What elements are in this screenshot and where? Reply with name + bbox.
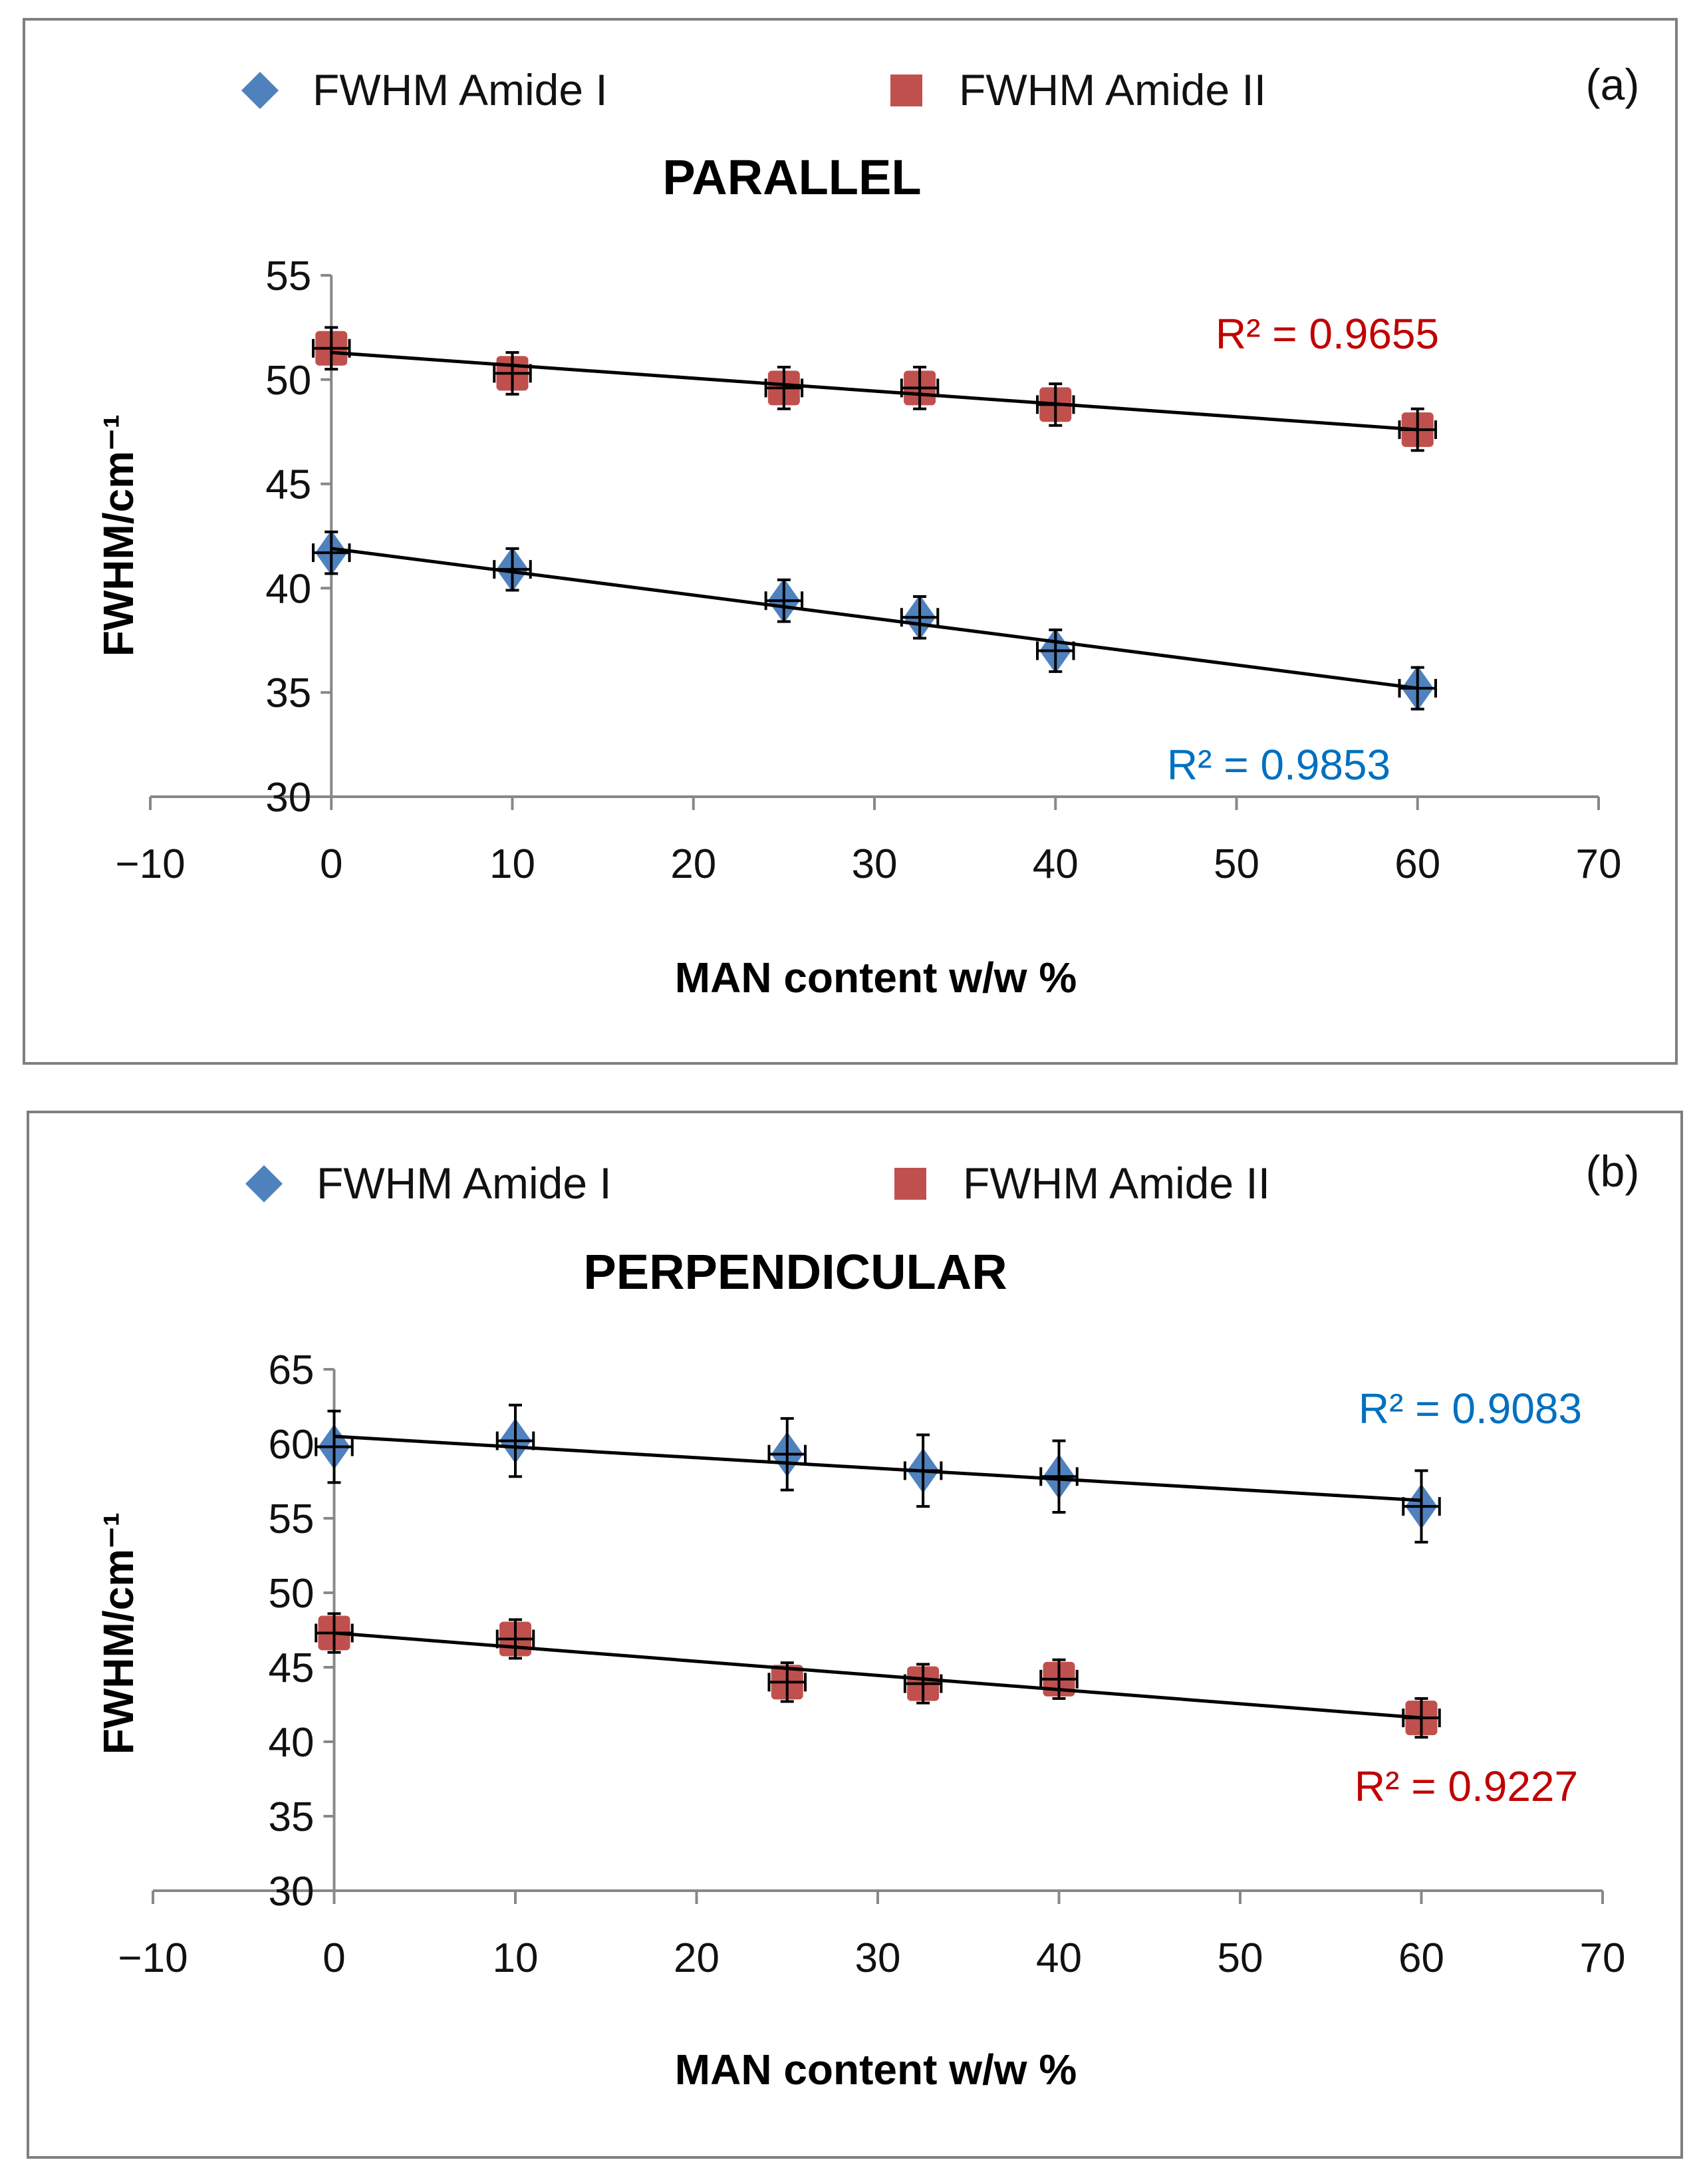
legend-diamond-icon	[245, 1165, 283, 1202]
legend-diamond-icon	[241, 72, 279, 109]
error-bar	[312, 530, 351, 575]
legend-label-amide2: FWHM Amide II	[963, 1159, 1270, 1208]
x-tick-label: 0	[320, 841, 342, 887]
y-tick-label: 35	[265, 670, 311, 716]
y-tick-label: 30	[269, 1869, 315, 1915]
panel-b-border	[27, 1111, 1683, 2159]
x-tick-label: 30	[852, 841, 898, 887]
y-tick-label: 65	[269, 1347, 315, 1393]
x-tick-label: 10	[493, 1935, 539, 1981]
x-tick-label: 20	[674, 1935, 720, 1981]
error-bar	[1039, 1439, 1079, 1514]
error-bar	[312, 326, 351, 371]
x-tick-label: 40	[1036, 1935, 1082, 1981]
error-bar	[767, 1661, 807, 1703]
error-bar	[764, 578, 804, 623]
x-tick-label: 20	[670, 841, 716, 887]
x-tick-label: 50	[1218, 1935, 1263, 1981]
error-bar	[1402, 1469, 1441, 1544]
panel-label: (b)	[1586, 1147, 1640, 1196]
r-squared-label: R² = 0.9853	[1167, 741, 1390, 789]
panel-b: FWHM Amide I FWHM Amide II (b) PERPENDIC…	[27, 1111, 1683, 2159]
y-tick-label: 50	[265, 358, 311, 404]
y-tick-label: 50	[269, 1571, 315, 1617]
y-tick-label: 60	[269, 1422, 315, 1468]
x-tick-label: −10	[118, 1935, 188, 1981]
error-bar	[903, 1663, 943, 1705]
y-tick-label: 40	[269, 1720, 315, 1766]
error-bar	[1036, 628, 1075, 673]
x-tick-label: 30	[855, 1935, 901, 1981]
error-bar	[767, 1417, 807, 1492]
x-tick-label: 10	[489, 841, 535, 887]
y-tick-label: 55	[265, 253, 311, 299]
y-tick-label: 30	[265, 775, 311, 821]
chart-title: PARALLEL	[662, 150, 921, 205]
r-squared-label: R² = 0.9083	[1359, 1385, 1582, 1433]
legend-label-amide1: FWHM Amide I	[317, 1159, 612, 1208]
legend-label-amide2: FWHM Amide II	[959, 65, 1266, 114]
error-bar	[1039, 1658, 1079, 1701]
error-bar	[315, 1409, 354, 1484]
panel-label: (a)	[1586, 60, 1640, 109]
error-bar	[493, 547, 532, 592]
error-bar	[495, 1618, 535, 1660]
y-tick-label: 55	[269, 1496, 315, 1542]
y-axis-label: FWHM/cm⁻¹	[94, 1512, 142, 1754]
trendline	[334, 1434, 1422, 1502]
x-axis-label: MAN content w/w %	[675, 954, 1077, 1002]
x-axis-label: MAN content w/w %	[675, 2046, 1077, 2094]
error-bar	[495, 1403, 535, 1478]
r-squared-label: R² = 0.9227	[1355, 1762, 1578, 1810]
panel-a: FWHM Amide I FWHM Amide II (a) PARALLEL …	[23, 18, 1678, 1065]
y-tick-label: 35	[269, 1794, 315, 1840]
x-tick-label: 0	[323, 1935, 345, 1981]
y-tick-label: 40	[265, 566, 311, 612]
error-bar	[493, 351, 532, 396]
x-tick-label: 60	[1398, 1935, 1444, 1981]
error-bar	[764, 365, 804, 410]
legend-label-amide1: FWHM Amide I	[313, 65, 608, 114]
trendline	[334, 1631, 1422, 1720]
y-tick-label: 45	[265, 462, 311, 508]
panel-a-border	[23, 18, 1678, 1065]
x-tick-label: 50	[1214, 841, 1259, 887]
error-bar	[1398, 666, 1437, 711]
legend-square-icon	[894, 1168, 926, 1200]
x-tick-label: 70	[1580, 1935, 1626, 1981]
legend-square-icon	[890, 74, 922, 106]
chart-title: PERPENDICULAR	[583, 1244, 1007, 1299]
plot-area: −10 0 10 20 30 40 50 60 70 30 35 40 45 50 55 R² = 0.985…	[115, 253, 1621, 887]
x-tick-label: −10	[115, 841, 185, 887]
x-tick-label: 60	[1394, 841, 1440, 887]
plot-area: −10 0 10 20 30 40 50 60 70 30 35 40 45 50 55 60 65 R² = 0…	[118, 1347, 1625, 1981]
trendline	[330, 547, 1418, 690]
y-tick-label: 45	[269, 1645, 315, 1691]
error-bar	[900, 365, 940, 410]
trendline	[331, 350, 1418, 432]
error-bar	[900, 595, 940, 640]
r-squared-label: R² = 0.9655	[1216, 310, 1439, 358]
x-tick-label: 70	[1576, 841, 1622, 887]
y-axis-label: FWHM/cm⁻¹	[94, 414, 142, 656]
x-tick-label: 40	[1033, 841, 1079, 887]
